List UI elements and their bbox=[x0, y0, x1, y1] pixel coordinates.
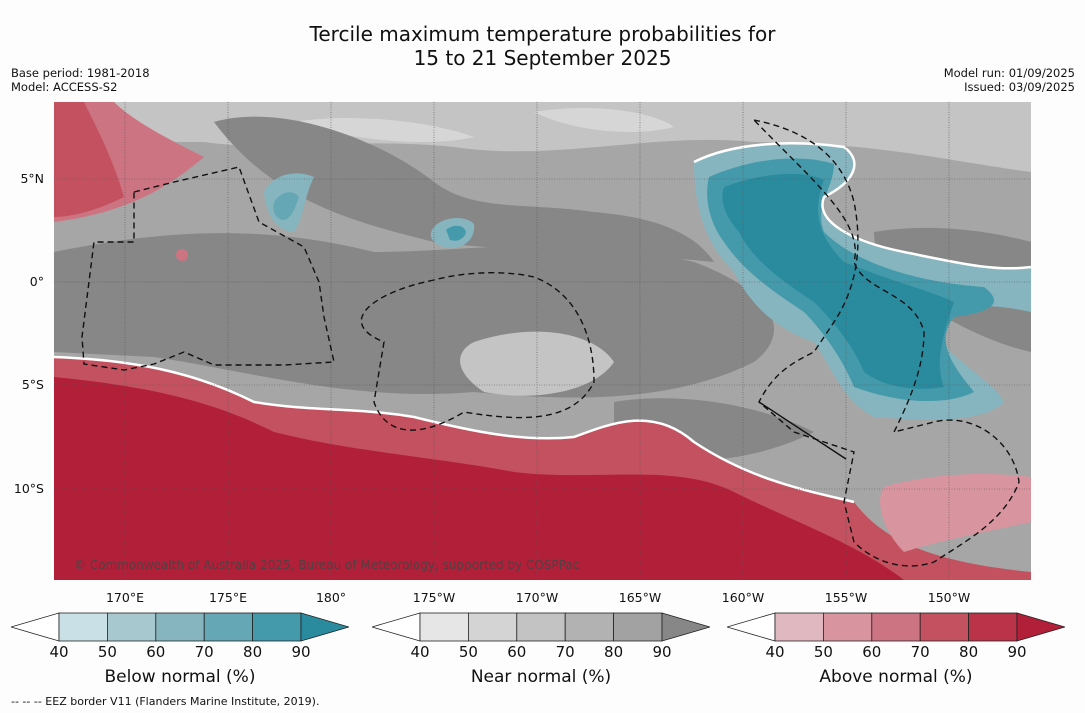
lon-tick-175e: 175°E bbox=[208, 590, 247, 605]
below-normal-patch-west-core bbox=[273, 192, 299, 220]
meta-right: Model run: 01/09/2025 Issued: 03/09/2025 bbox=[944, 66, 1075, 94]
colorbar-tick-label: 60 bbox=[146, 643, 166, 661]
colorbar-segment bbox=[968, 612, 1018, 642]
colorbar-tick-label: 80 bbox=[243, 643, 263, 661]
lon-tick-170e: 170°E bbox=[105, 590, 144, 605]
colorbar-segment bbox=[516, 612, 566, 642]
colorbar-tick-label: 70 bbox=[555, 643, 575, 661]
eez-solid-segment bbox=[758, 401, 847, 460]
colorbar-near-normal bbox=[372, 612, 710, 642]
below-normal-boundary bbox=[693, 142, 1031, 270]
colorbar-tick-label: 90 bbox=[1007, 643, 1027, 661]
above-normal-southeast bbox=[880, 474, 1031, 552]
colorbar-tick-label: 50 bbox=[458, 643, 478, 661]
colorbar-tick-label: 40 bbox=[410, 643, 430, 661]
base-period: Base period: 1981-2018 bbox=[11, 66, 150, 80]
above-normal-south-core bbox=[54, 377, 904, 580]
colorbar-tick-label: 70 bbox=[910, 643, 930, 661]
colorbar-segment bbox=[871, 612, 921, 642]
lon-tick-155w: 155°W bbox=[824, 590, 868, 605]
copyright-notice: © Commonwealth of Australia 2025, Bureau… bbox=[74, 558, 580, 572]
colorbar-segment bbox=[564, 612, 614, 642]
model-name: Model: ACCESS-S2 bbox=[11, 80, 118, 94]
probability-map bbox=[54, 102, 1031, 580]
colorbar-tick-label: 40 bbox=[765, 643, 785, 661]
title-line-2: 15 to 21 September 2025 bbox=[413, 46, 672, 70]
colorbar-segment bbox=[155, 612, 205, 642]
lat-tick-0: 0° bbox=[29, 274, 44, 289]
above-normal-northwest-core bbox=[54, 102, 124, 217]
colorbar-tick-label: 60 bbox=[862, 643, 882, 661]
colorbar-extend-high bbox=[300, 612, 349, 642]
colorbar-segment bbox=[919, 612, 969, 642]
eez-central bbox=[360, 272, 595, 431]
lat-tick-10s: 10°S bbox=[13, 481, 44, 496]
lon-tick-160w: 160°W bbox=[721, 590, 765, 605]
colorbar-label-below: Below normal (%) bbox=[104, 667, 256, 687]
near-normal-lighter-patch-2 bbox=[534, 107, 674, 132]
near-normal-lighter-patch-1 bbox=[294, 117, 474, 142]
below-normal-east-core bbox=[722, 173, 954, 389]
model-run: Model run: 01/09/2025 bbox=[943, 66, 1075, 80]
colorbar-label-near: Near normal (%) bbox=[470, 667, 612, 687]
lon-tick-150w: 150°W bbox=[927, 590, 971, 605]
lon-tick-170w: 170°W bbox=[515, 590, 559, 605]
lat-tick-5s: 5°S bbox=[21, 377, 44, 392]
colorbar-segment bbox=[774, 612, 824, 642]
colorbar-below-normal bbox=[11, 612, 349, 642]
above-normal-dot bbox=[176, 249, 188, 261]
colorbar-tick-label: 90 bbox=[652, 643, 672, 661]
colorbar-tick-label: 70 bbox=[194, 643, 214, 661]
meta-left: Base period: 1981-2018 Model: ACCESS-S2 bbox=[11, 66, 150, 94]
colorbar-extend-low bbox=[727, 612, 776, 642]
colorbar-tick-label: 80 bbox=[959, 643, 979, 661]
issued-date: Issued: 03/09/2025 bbox=[964, 80, 1075, 94]
chart-title: Tercile maximum temperature probabilitie… bbox=[0, 22, 1085, 70]
colorbar-tick-label: 50 bbox=[813, 643, 833, 661]
colorbar-extend-high bbox=[661, 612, 710, 642]
above-normal-boundary bbox=[54, 355, 855, 504]
colorbar-segment bbox=[468, 612, 518, 642]
lat-tick-5n: 5°N bbox=[20, 171, 44, 186]
eez-legend-note: -- -- -- EEZ border V11 (Flanders Marine… bbox=[11, 695, 320, 708]
near-normal-dark-north bbox=[214, 116, 714, 263]
colorbar-segment bbox=[252, 612, 302, 642]
eez-borders bbox=[81, 118, 1020, 567]
colorbar-tick-label: 80 bbox=[604, 643, 624, 661]
colorbar-extend-low bbox=[11, 612, 60, 642]
near-normal-light-north bbox=[54, 102, 1031, 172]
lon-tick-175w: 175°W bbox=[412, 590, 456, 605]
colorbar-tick-label: 50 bbox=[97, 643, 117, 661]
eez-west bbox=[81, 166, 335, 371]
colorbar-label-above: Above normal (%) bbox=[819, 667, 973, 687]
lon-tick-180: 180° bbox=[315, 590, 347, 605]
gridlines bbox=[54, 102, 1031, 580]
colorbar-tick-label: 40 bbox=[49, 643, 69, 661]
colorbar-segment bbox=[419, 612, 469, 642]
below-normal-patch-central-core bbox=[446, 225, 466, 241]
colorbar-above-normal bbox=[727, 612, 1065, 642]
colorbar-segment bbox=[107, 612, 157, 642]
colorbar-segment bbox=[613, 612, 663, 642]
near-normal-light-patch-3 bbox=[460, 331, 614, 396]
colorbar-tick-label: 90 bbox=[291, 643, 311, 661]
colorbar-segment bbox=[58, 612, 108, 642]
eez-east bbox=[751, 118, 1020, 567]
colorbar-extend-low bbox=[372, 612, 421, 642]
colorbar-segment bbox=[203, 612, 253, 642]
colorbar-tick-label: 60 bbox=[507, 643, 527, 661]
colorbar-extend-high bbox=[1016, 612, 1065, 642]
colorbar-segment bbox=[823, 612, 873, 642]
title-line-1: Tercile maximum temperature probabilitie… bbox=[309, 22, 776, 46]
lon-tick-165w: 165°W bbox=[618, 590, 662, 605]
